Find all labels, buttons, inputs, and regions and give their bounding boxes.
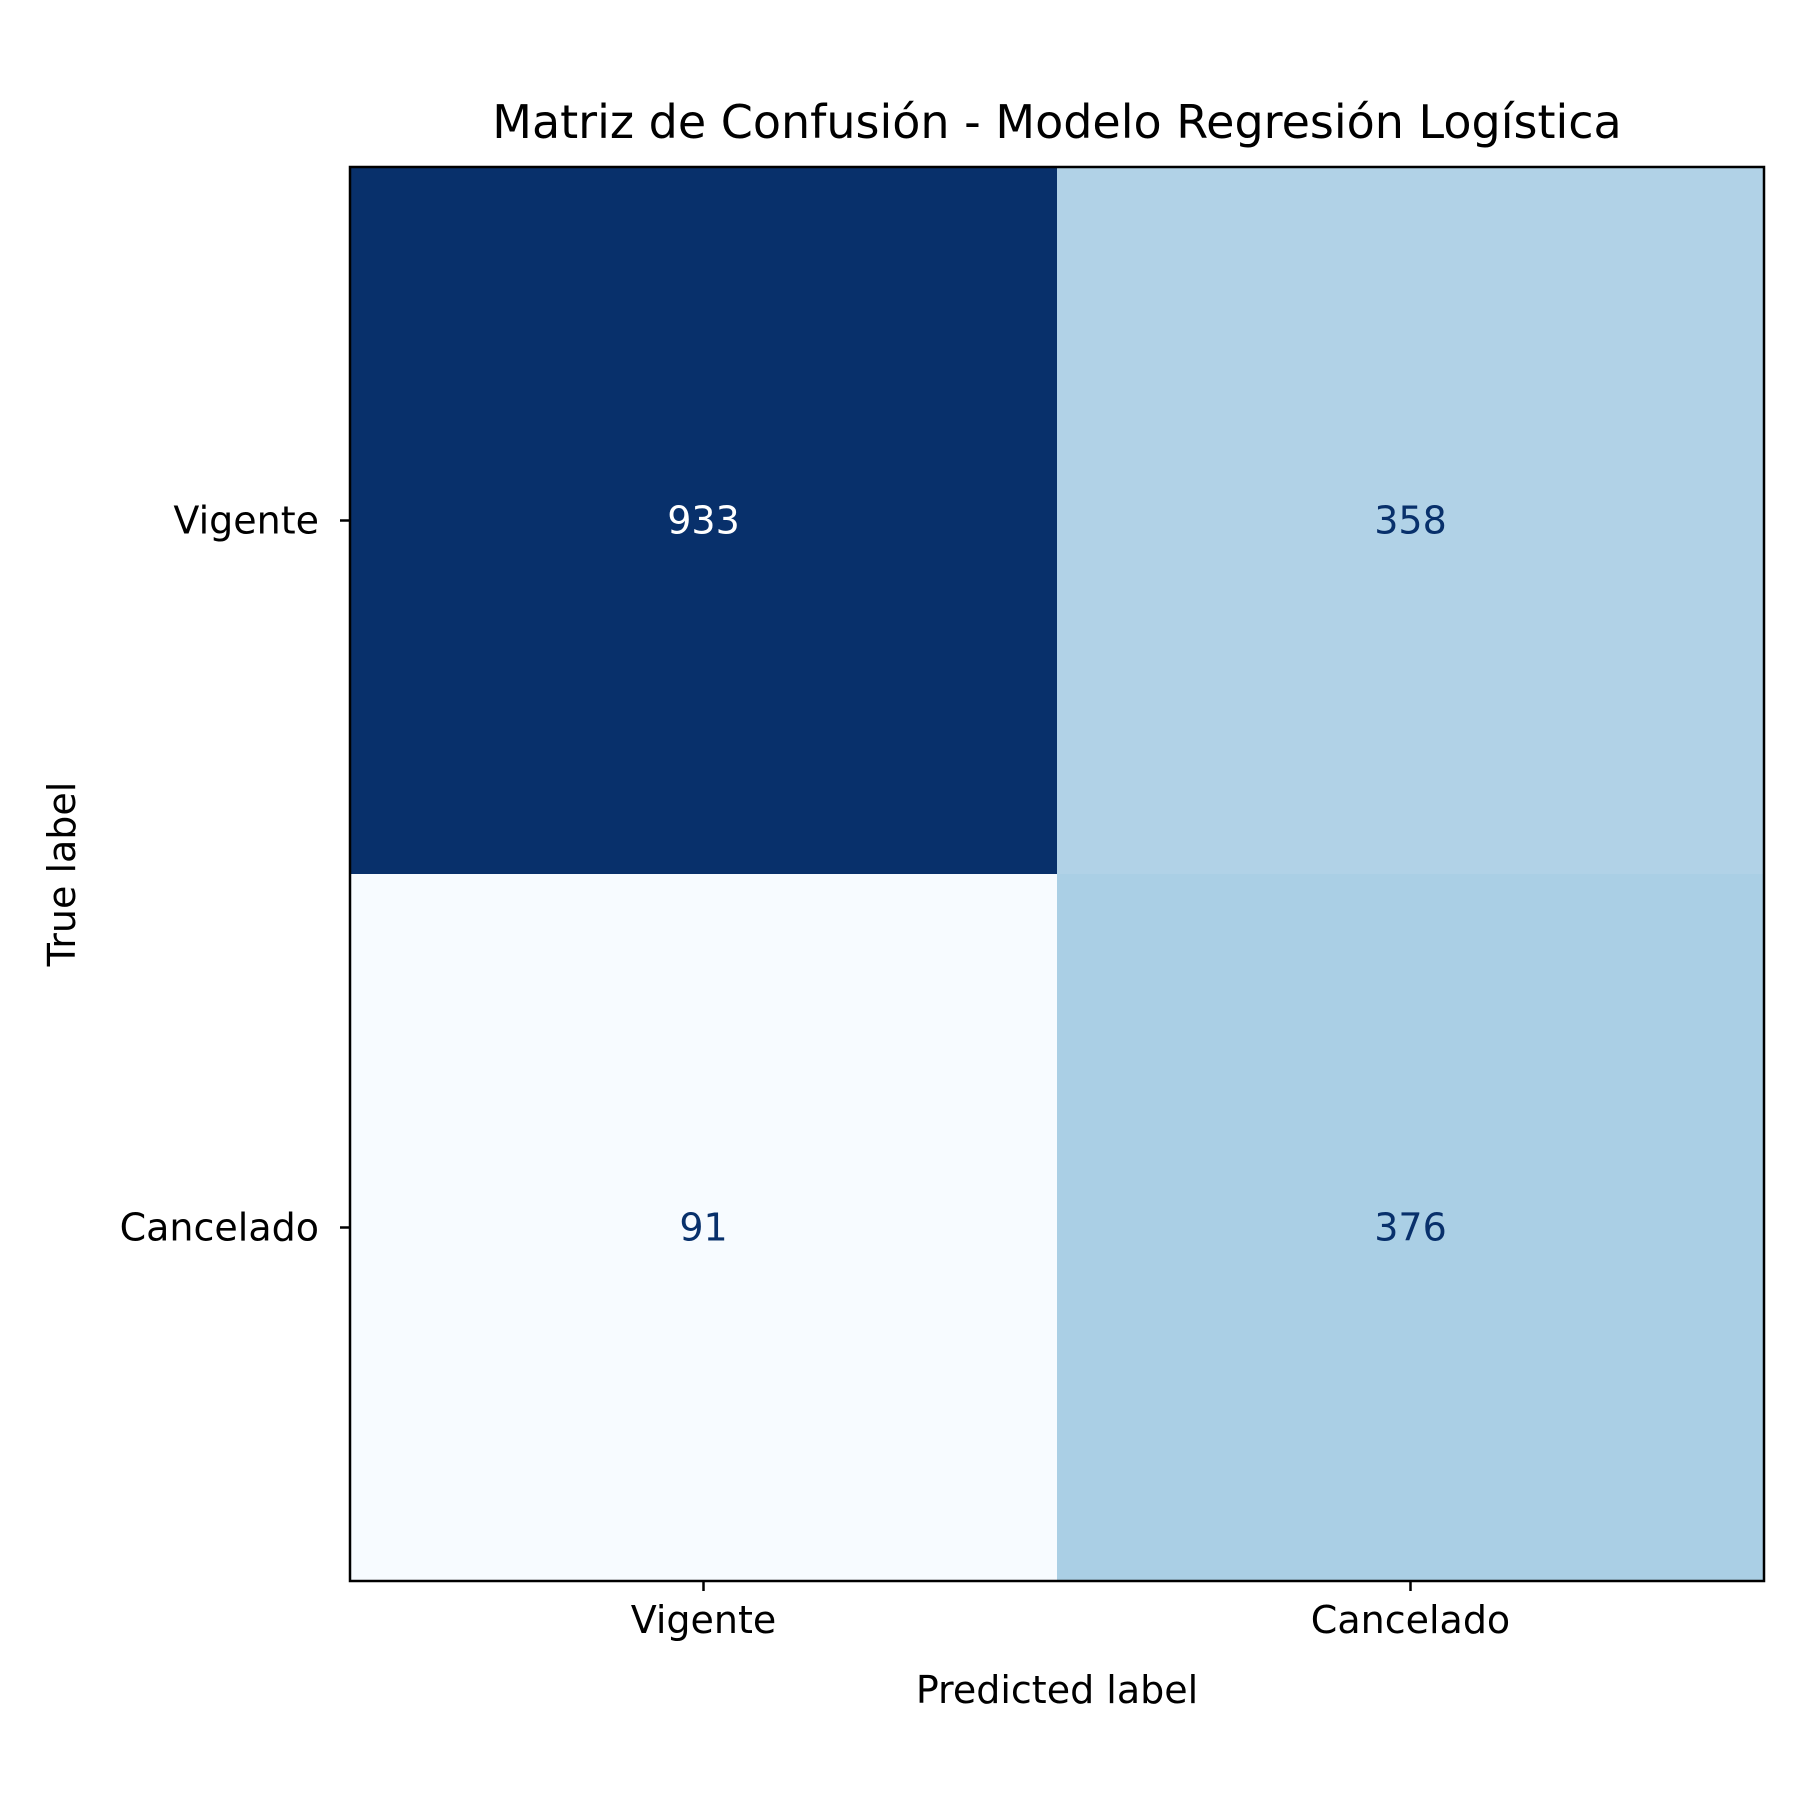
matrix-cell-1-0	[350, 874, 1057, 1581]
x-axis-label: Predicted label	[916, 1668, 1198, 1712]
y-tick-label-1: Cancelado	[120, 1206, 319, 1250]
chart-title: Matriz de Confusión - Modelo Regresión L…	[492, 95, 1622, 149]
matrix-cell-1-1	[1057, 874, 1764, 1581]
matrix-cells: 933 358 91 376	[350, 167, 1764, 1581]
cell-value-0-0: 933	[667, 499, 740, 543]
x-tick-label-1: Cancelado	[1311, 1598, 1510, 1642]
matrix-cell-0-1	[1057, 167, 1764, 874]
axis-ticks: Vigente Cancelado Vigente Cancelado	[120, 499, 1511, 1643]
matrix-cell-0-0	[350, 167, 1057, 874]
y-tick-label-0: Vigente	[173, 499, 319, 543]
plot-frame	[348, 165, 1766, 1583]
cell-value-0-1: 358	[1374, 499, 1447, 543]
y-axis-label: True label	[40, 782, 84, 968]
x-tick-label-0: Vigente	[631, 1598, 777, 1642]
cell-value-1-0: 91	[679, 1206, 727, 1250]
cell-value-1-1: 376	[1374, 1206, 1447, 1250]
